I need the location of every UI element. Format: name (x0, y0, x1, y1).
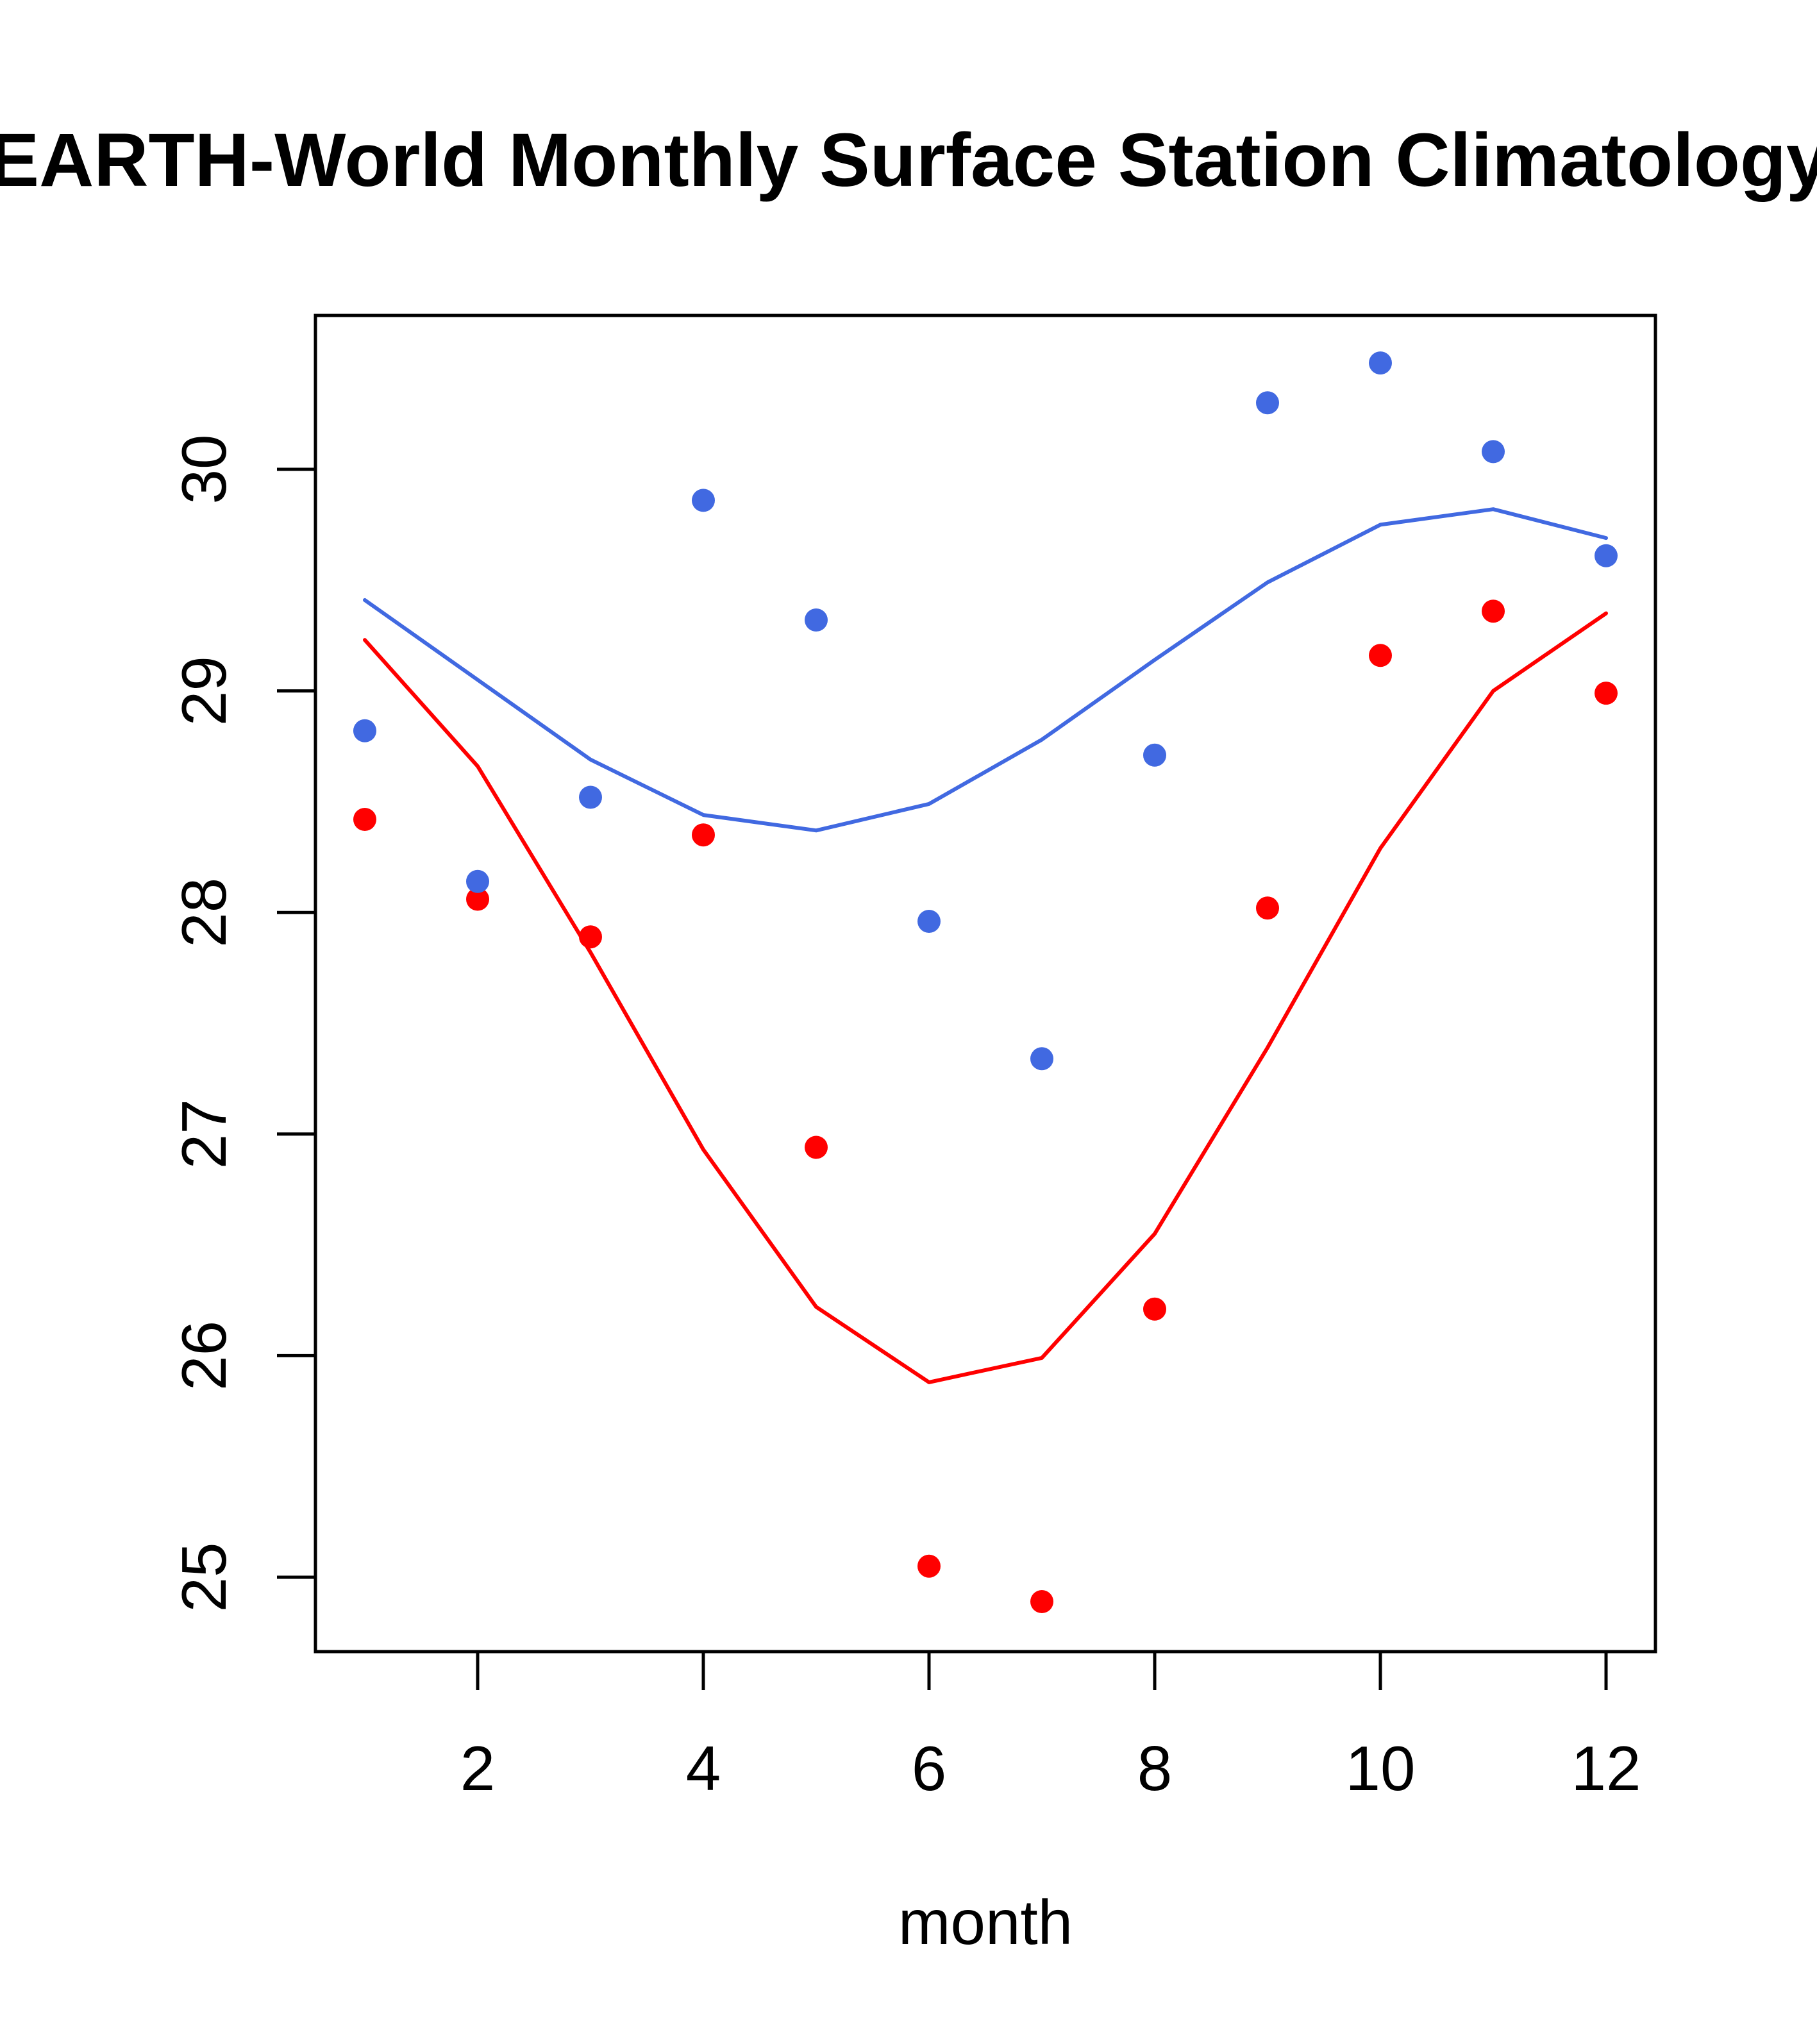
x-tick-label-8: 8 (1137, 1733, 1173, 1804)
x-tick-label-12: 12 (1571, 1733, 1641, 1804)
series-layer (353, 351, 1618, 1613)
x-tick-label-4: 4 (686, 1733, 721, 1804)
red-point-month-11 (1482, 599, 1505, 623)
y-tick-label-26: 26 (169, 1321, 239, 1391)
blue-point-month-6 (917, 910, 941, 933)
blue-point-month-5 (805, 608, 828, 632)
red-point-month-4 (692, 823, 715, 847)
blue-point-month-3 (579, 785, 602, 809)
x-axis-label: month (898, 1887, 1073, 1957)
blue-point-month-8 (1143, 743, 1166, 767)
y-tick-label-30: 30 (169, 434, 239, 504)
blue-point-month-4 (692, 489, 715, 512)
chart-title: EARTH-World Monthly Surface Station Clim… (0, 118, 1817, 203)
y-axis: 25 26 27 28 29 30 (169, 434, 315, 1613)
red-point-month-8 (1143, 1297, 1166, 1321)
blue-point-month-7 (1030, 1047, 1053, 1071)
x-tick-label-10: 10 (1345, 1733, 1415, 1804)
red-point-month-2 (466, 887, 489, 911)
red-point-month-1 (353, 808, 376, 831)
y-tick-label-25: 25 (169, 1542, 239, 1612)
red-point-month-12 (1595, 682, 1618, 705)
blue-point-month-2 (466, 869, 489, 893)
blue-point-month-1 (353, 719, 376, 742)
red-point-month-3 (579, 925, 602, 949)
blue-point-month-11 (1482, 440, 1505, 464)
blue-point-month-12 (1595, 544, 1618, 567)
x-axis: 2 4 6 8 10 12 (460, 1652, 1641, 1804)
red-points (353, 599, 1618, 1613)
red-point-month-10 (1369, 644, 1392, 667)
x-tick-label-6: 6 (912, 1733, 947, 1804)
y-tick-label-29: 29 (169, 656, 239, 726)
red-point-month-5 (805, 1135, 828, 1159)
red-point-month-6 (917, 1554, 941, 1578)
x-tick-label-2: 2 (460, 1733, 496, 1804)
blue-point-month-10 (1369, 351, 1392, 375)
y-tick-label-27: 27 (169, 1099, 239, 1169)
red-point-month-9 (1256, 896, 1279, 920)
y-tick-label-28: 28 (169, 878, 239, 948)
red-point-month-7 (1030, 1590, 1053, 1613)
blue-point-month-9 (1256, 391, 1279, 415)
red-line (363, 611, 1608, 1384)
blue-points (353, 351, 1618, 1071)
blue-line (363, 507, 1608, 833)
plot-frame (314, 314, 1657, 1654)
